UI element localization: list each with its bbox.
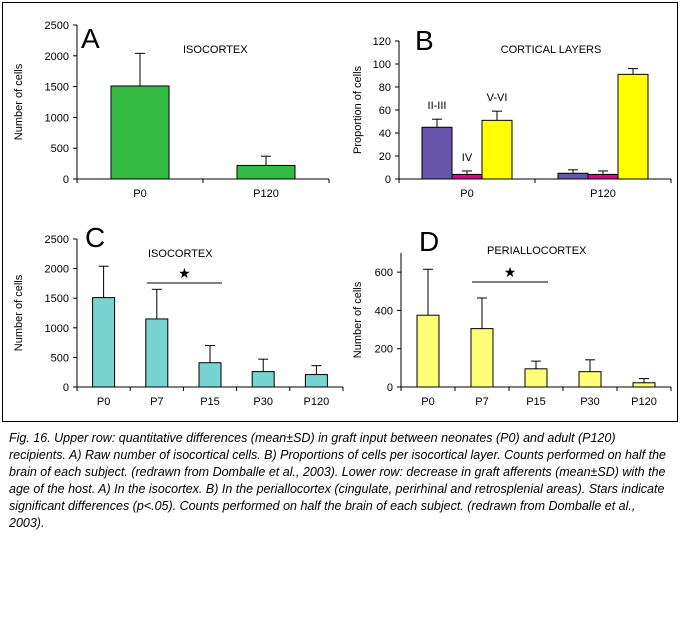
bar	[470, 328, 494, 388]
x-tick-label: P0	[460, 188, 473, 200]
y-tick-label: 600	[375, 267, 393, 279]
y-axis-label: Proportion of cells	[352, 65, 364, 154]
y-tick-label: 1000	[45, 112, 69, 124]
bar	[92, 297, 116, 388]
y-tick-label: 0	[63, 174, 69, 186]
y-tick-label: 100	[373, 59, 391, 71]
significance-star: ★	[178, 265, 191, 281]
x-tick-label: P15	[200, 396, 220, 408]
y-tick-label: 2000	[45, 51, 69, 63]
chart-panel-d: 0 200 400 600 P0 P7 P15 P30 P120 Number of cells D…	[352, 226, 672, 408]
x-tick-label: P30	[253, 396, 273, 408]
y-axis-label: Number of cells	[352, 281, 364, 358]
x-tick-label: P120	[253, 188, 279, 200]
chart-title: ISOCORTEX	[183, 44, 248, 56]
bar	[110, 85, 170, 180]
bar-ii-iii	[421, 126, 453, 180]
y-tick-label: 2000	[45, 264, 69, 276]
x-tick-label: P120	[590, 188, 616, 200]
y-tick-label: 1500	[45, 293, 69, 305]
y-tick-label: 0	[387, 382, 393, 394]
y-tick-label: 40	[379, 128, 391, 140]
y-tick-label: 20	[379, 151, 391, 163]
y-tick-label: 80	[379, 82, 391, 94]
x-tick-label: P0	[97, 396, 110, 408]
y-tick-label: 2500	[45, 20, 69, 32]
bar	[304, 374, 328, 388]
chart-title: ISOCORTEX	[148, 248, 213, 260]
bar	[524, 368, 548, 388]
significance-star: ★	[504, 264, 517, 280]
y-tick-label: 0	[63, 382, 69, 394]
figure-caption: Fig. 16. Upper row: quantitative differe…	[9, 431, 666, 530]
y-tick-label: 500	[51, 143, 69, 155]
bar-v-vi	[481, 119, 513, 180]
series-label: II-III	[428, 100, 447, 112]
x-tick-label: P7	[475, 396, 488, 408]
chart-title: CORTICAL LAYERS	[501, 44, 602, 56]
x-tick-label: P120	[304, 396, 330, 408]
y-tick-label: 400	[375, 305, 393, 317]
y-tick-label: 1500	[45, 82, 69, 94]
bar-iv	[451, 173, 483, 180]
bar	[236, 164, 296, 180]
bar	[198, 362, 222, 388]
y-axis-label: Number of cells	[13, 63, 25, 140]
chart-title: PERIALLOCORTEX	[487, 245, 587, 257]
chart-panel-a: 0 500 1000 1500 2000 2500 P0 P120 Number of cell…	[13, 20, 330, 200]
x-tick-label: P0	[421, 396, 434, 408]
panel-letter: C	[85, 222, 105, 253]
panel-letter: D	[419, 226, 439, 257]
bar	[251, 371, 275, 388]
series-label: IV	[462, 152, 473, 164]
bar-v-vi	[617, 73, 649, 180]
x-tick-label: P120	[631, 396, 657, 408]
bar	[145, 318, 169, 388]
x-tick-label: P30	[580, 396, 600, 408]
bar-ii-iii	[557, 172, 589, 180]
chart-panel-c: 0 500 1000 1500 2000 2500 P0 P7 P15 P30 P120 Number…	[13, 222, 344, 408]
y-tick-label: 500	[51, 352, 69, 364]
y-tick-label: 60	[379, 105, 391, 117]
chart-panel-b: 0 20 40 60 80 100 120 P0 P120 Proportion of cells…	[352, 25, 672, 200]
series-label: V-VI	[487, 92, 508, 104]
x-tick-label: P7	[150, 396, 163, 408]
bar	[578, 371, 602, 388]
x-tick-label: P0	[133, 188, 146, 200]
y-tick-label: 200	[375, 344, 393, 356]
y-tick-label: 0	[385, 174, 391, 186]
panel-letter: B	[415, 25, 434, 56]
bar	[632, 382, 656, 388]
panel-letter: A	[81, 23, 100, 54]
y-axis-label: Number of cells	[13, 274, 25, 351]
x-tick-label: P15	[526, 396, 546, 408]
bar	[416, 314, 440, 388]
y-tick-label: 2500	[45, 234, 69, 246]
bar-iv	[587, 173, 619, 180]
y-tick-label: 120	[373, 36, 391, 48]
y-tick-label: 1000	[45, 323, 69, 335]
figure-frame: 0 500 1000 1500 2000 2500 P0 P120 Number of cell…	[2, 2, 678, 422]
